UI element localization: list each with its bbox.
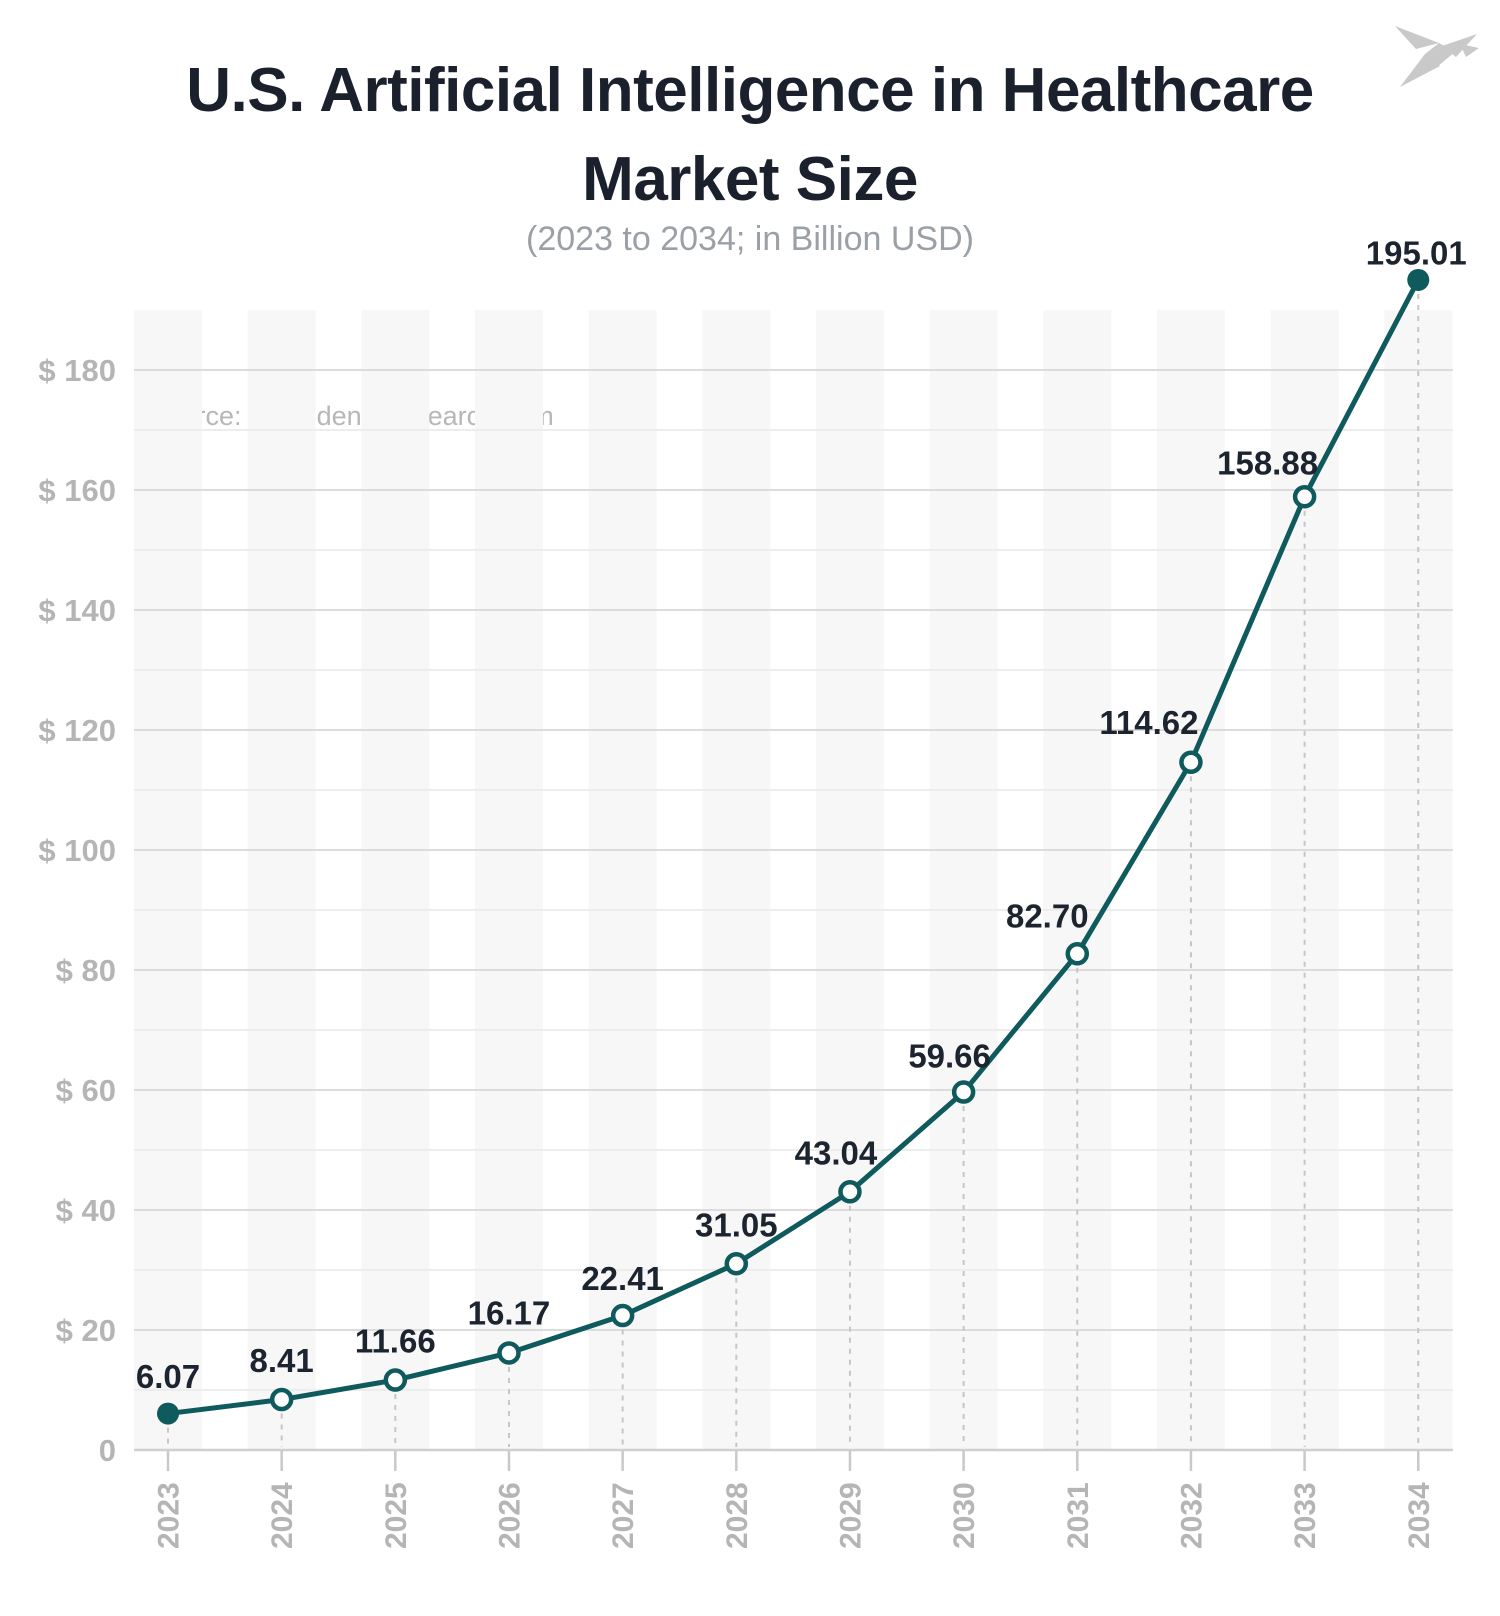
y-tick-label-160: $ 160 <box>38 473 116 508</box>
column-band-2023 <box>134 310 202 1450</box>
point-stems <box>167 293 1420 1447</box>
data-point-2025 <box>383 1368 408 1392</box>
x-tick-label-2031: 2031 <box>1062 1482 1095 1549</box>
x-tick-label-2029: 2029 <box>834 1482 867 1549</box>
value-label-2026: 16.17 <box>468 1295 551 1332</box>
x-tick-label-2030: 2030 <box>948 1482 981 1549</box>
x-tick-label-2033: 2033 <box>1289 1482 1322 1549</box>
column-band-2026 <box>474 310 543 1450</box>
value-label-2027: 22.41 <box>581 1260 664 1297</box>
logo-facet-5 <box>1400 54 1440 87</box>
column-band-stripes <box>134 310 1453 1450</box>
y-tick-label-0: 0 <box>99 1433 116 1468</box>
value-label-2025: 11.66 <box>355 1323 436 1360</box>
y-tick-label-100: $ 100 <box>38 833 116 868</box>
title-line-1: U.S. Artificial Intelligence in Healthca… <box>186 56 1314 125</box>
series-line <box>165 277 1421 1417</box>
title-line-2: Market Size <box>582 145 918 214</box>
column-band-2031 <box>1043 310 1112 1450</box>
x-tick-label-2024: 2024 <box>266 1482 299 1549</box>
data-point-2034 <box>1407 268 1430 291</box>
data-point-2026 <box>497 1341 521 1365</box>
y-tick-label-40: $ 40 <box>56 1193 116 1228</box>
column-band-2024 <box>247 310 316 1450</box>
page-title: U.S. Artificial Intelligence in Healthca… <box>0 46 1500 224</box>
origami-bird-icon <box>1395 26 1479 87</box>
column-band-2025 <box>361 310 430 1450</box>
value-label-2032: 114.62 <box>1099 704 1198 741</box>
x-tick-label-2023: 2023 <box>153 1482 186 1549</box>
logo-facet-4 <box>1460 44 1479 57</box>
data-point-2024 <box>269 1387 294 1412</box>
data-point-2028 <box>724 1251 749 1276</box>
data-point-2027 <box>610 1303 635 1328</box>
data-point-2033 <box>1292 484 1317 509</box>
data-line <box>165 277 1421 1417</box>
value-label-2034: 195.01 <box>1366 234 1467 271</box>
data-point-2023 <box>157 1402 179 1425</box>
x-tick-label-2034: 2034 <box>1403 1482 1436 1549</box>
value-labels: 6.07 8.41 11.66 16.17 22.41 31.05 43.04 59.66 82… <box>136 234 1467 1395</box>
x-tick-label-2028: 2028 <box>721 1482 754 1549</box>
y-tick-label-20: $ 20 <box>56 1313 116 1348</box>
value-label-2030: 59.66 <box>908 1038 991 1075</box>
column-band-2029 <box>815 310 884 1450</box>
x-tick-label-2027: 2027 <box>607 1482 640 1549</box>
data-point-2030 <box>951 1080 976 1104</box>
x-tick-label-2025: 2025 <box>380 1482 413 1549</box>
y-tick-label-80: $ 80 <box>56 953 116 988</box>
y-tick-label-140: $ 140 <box>38 593 116 628</box>
value-label-2031: 82.70 <box>1006 897 1089 934</box>
x-tick-label-2032: 2032 <box>1175 1482 1208 1549</box>
y-tick-label-120: $ 120 <box>38 713 116 748</box>
value-label-2028: 31.05 <box>695 1206 778 1243</box>
value-label-2033: 158.88 <box>1217 444 1318 481</box>
value-label-2029: 43.04 <box>795 1134 878 1171</box>
data-point-2032 <box>1179 750 1203 775</box>
column-band-2030 <box>929 310 998 1450</box>
column-band-2027 <box>588 310 657 1450</box>
axes: 0 $ 20 $ 40 $ 60 $ 80 $ 100 $ 120 $ 140 $ 160 $ 1… <box>38 353 1453 1549</box>
data-point-2029 <box>838 1180 862 1204</box>
y-tick-label-180: $ 180 <box>38 353 116 388</box>
value-label-2024: 8.41 <box>250 1342 314 1379</box>
x-tick-label-2026: 2026 <box>493 1482 526 1549</box>
chart-subtitle: (2023 to 2034; in Billion USD) <box>526 220 974 258</box>
gridlines <box>134 369 1453 1391</box>
logo-facet-1 <box>1395 26 1439 49</box>
logo-facet-3 <box>1442 34 1477 57</box>
y-tick-label-60: $ 60 <box>56 1073 116 1108</box>
data-points <box>157 268 1430 1425</box>
value-label-2023: 6.07 <box>136 1358 200 1395</box>
data-point-2031 <box>1065 942 1090 966</box>
